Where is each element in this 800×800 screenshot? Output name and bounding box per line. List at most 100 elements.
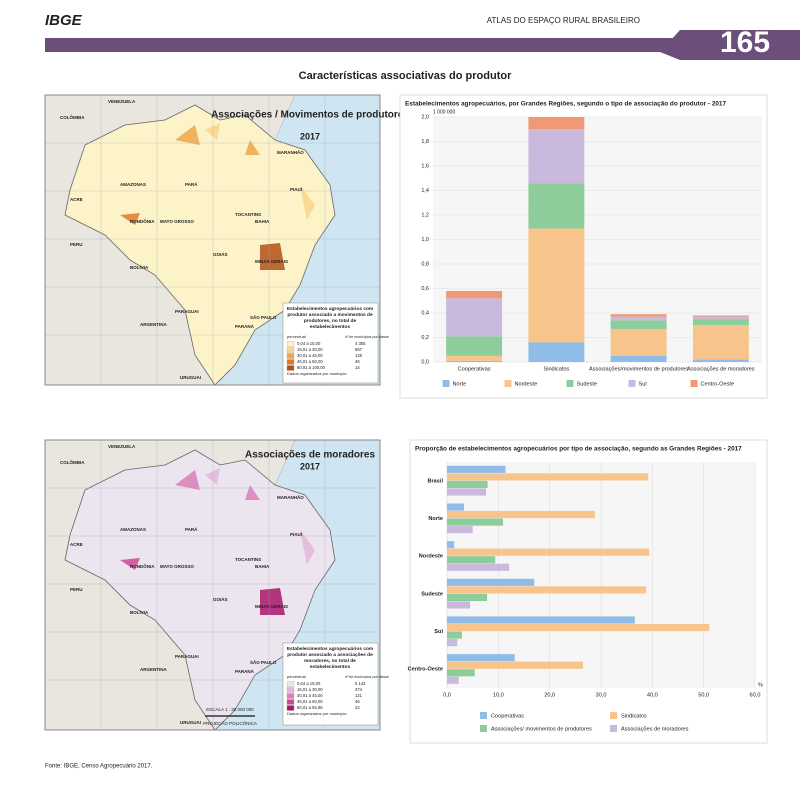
map-label: PARAGUAI	[175, 654, 199, 659]
brazil	[64, 104, 336, 386]
class-area	[260, 588, 285, 615]
legend-label: Cooperativas	[491, 713, 524, 719]
class-area	[175, 125, 200, 145]
map-label: ACRE	[70, 197, 83, 202]
y-tick-label: Sudeste	[421, 591, 443, 597]
legend-swatch	[628, 380, 636, 387]
bar	[447, 556, 496, 564]
map-label: ARGENTINA	[140, 322, 167, 327]
bar	[447, 563, 510, 571]
legend-count: 46	[355, 359, 360, 364]
map-frame	[44, 94, 381, 386]
map-label: BOLÍVIA	[130, 608, 149, 615]
class-area	[300, 185, 315, 220]
bar	[447, 586, 647, 594]
map-label: MATO GROSSO	[160, 219, 194, 224]
y-tick-label: 0,6	[421, 286, 429, 292]
legend-swatch	[480, 712, 487, 719]
class-area	[120, 213, 140, 225]
legend-class: 0,04 a 15,00	[297, 341, 321, 346]
legend-col: percentual	[287, 334, 306, 339]
source: Fonte: IBGE, Censo Agropecuário 2017.	[45, 764, 153, 770]
chart-title: Estabelecimentos agropecuários, por Gran…	[405, 101, 726, 108]
map-label: URUGUAI	[180, 720, 201, 725]
x-tick-label: 40,0	[647, 692, 658, 698]
map-projection: PROJEÇÃO POLICÔNICA	[203, 720, 257, 726]
bar-segment	[692, 316, 749, 320]
bar	[447, 465, 506, 473]
legend-swatch	[286, 353, 295, 359]
bar-segment	[528, 117, 585, 130]
legend-swatch	[610, 725, 617, 732]
legend-title: Estabelecimentos agropecuários com produt…	[287, 306, 373, 330]
map-label: SÃO PAULO	[250, 314, 277, 320]
bar	[447, 616, 635, 624]
map-title: Associações / Movimentos de produtores	[211, 110, 409, 121]
legend-swatch	[504, 380, 512, 387]
x-tick-label: 0,0	[443, 692, 451, 698]
y-tick-label: 1,8	[421, 139, 429, 145]
y-tick-label: 2,0	[421, 114, 429, 120]
map-label: TOCANTINS	[235, 557, 261, 562]
legend-swatch	[286, 359, 295, 365]
y-tick-label: Centro-Oeste	[408, 667, 443, 673]
page-tab	[660, 30, 800, 60]
bar-segment	[446, 298, 503, 337]
bar-segment	[446, 336, 503, 356]
class-area	[205, 123, 220, 140]
legend-class: 30,01 a 45,00	[297, 353, 323, 358]
bar	[447, 654, 515, 662]
y-tick-label: Norte	[428, 516, 443, 522]
map-label: AMAZONAS	[120, 182, 146, 187]
x-tick-label: 30,0	[596, 692, 607, 698]
legend-class: 15,01 a 30,00	[297, 687, 323, 692]
bar	[447, 548, 650, 556]
x-tick-label: Sindicatos	[543, 366, 569, 372]
map-label: SÃO PAULO	[250, 659, 277, 665]
map-label: BOLÍVIA	[130, 263, 149, 270]
class-area	[120, 558, 140, 570]
map-label: ARGENTINA	[140, 667, 167, 672]
bar-segment	[692, 315, 749, 317]
legend-class: 15,01 a 30,00	[297, 347, 323, 352]
bar-segment	[528, 183, 585, 229]
map-label: AMAZONAS	[120, 527, 146, 532]
legend-class: 30,01 a 45,00	[297, 693, 323, 698]
y-tick-label: Nordeste	[419, 554, 443, 560]
map-label: GOIÁS	[213, 251, 228, 257]
y-tick-label: 1,2	[421, 212, 429, 218]
bar-segment	[446, 355, 503, 361]
bar	[447, 661, 584, 669]
bar	[447, 473, 649, 481]
legend-label: Sul	[639, 381, 647, 387]
legend-count: 129	[355, 353, 363, 358]
legend-label: Nordeste	[515, 381, 538, 387]
map-label: PERU	[70, 587, 83, 592]
map-frame	[44, 439, 381, 731]
map-label: TOCANTINS	[235, 212, 261, 217]
bar	[447, 623, 710, 632]
legend-swatch	[286, 347, 295, 353]
bar-segment	[610, 320, 667, 329]
legend-swatch	[566, 380, 574, 387]
class-area	[245, 485, 260, 500]
bar-segment	[692, 359, 749, 362]
legend-count: 374	[355, 687, 363, 692]
x-tick-label: Cooperativas	[458, 366, 491, 372]
x-tick-label: 20,0	[544, 692, 555, 698]
bar-segment	[610, 314, 667, 317]
x-tick-label: 50,0	[698, 692, 709, 698]
legend-count: 5 142	[355, 681, 366, 686]
bar	[447, 578, 535, 586]
map-label: BAHIA	[255, 564, 270, 569]
legend-swatch	[610, 712, 617, 719]
y-tick-label: 1,4	[421, 188, 429, 194]
map-scale: ESCALA 1 : 30 000 000	[206, 707, 254, 712]
legend-label: Sindicatos	[621, 713, 647, 719]
atlas-name: ATLAS DO ESPAÇO RURAL BRASILEIRO	[487, 16, 640, 25]
page-number: 165	[720, 26, 770, 59]
map-label: COLÔMBIA	[60, 458, 85, 465]
y-tick-label: 0,0	[421, 359, 429, 365]
legend-swatch	[442, 380, 450, 387]
